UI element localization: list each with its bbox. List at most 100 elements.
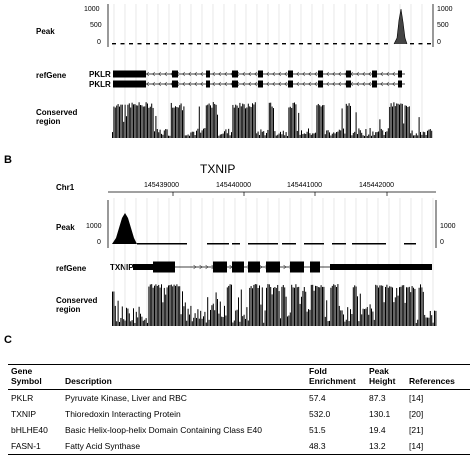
conservation-bar xyxy=(390,103,392,138)
peak-dash xyxy=(350,43,354,45)
panel-a-conserved-label: Conserved region xyxy=(36,108,78,127)
pklr-2-exon xyxy=(318,80,323,88)
txnip-exon xyxy=(310,261,320,273)
conservation-bar xyxy=(399,287,400,326)
pklr-1-exon xyxy=(288,70,293,78)
peak-bar xyxy=(232,243,240,245)
conservation-bar xyxy=(173,284,175,326)
conservation-bar xyxy=(406,287,407,326)
conservation-bar xyxy=(305,291,307,326)
conservation-bar xyxy=(302,134,304,138)
conservation-bar xyxy=(182,110,183,138)
conservation-bar xyxy=(393,102,395,138)
conservation-bar xyxy=(271,106,273,138)
conservation-bar xyxy=(166,129,168,138)
conservation-bar xyxy=(429,310,431,326)
pklr-2-exon xyxy=(113,80,146,88)
conservation-bar xyxy=(173,107,175,138)
conservation-bar xyxy=(400,103,402,138)
peak-dash xyxy=(197,43,201,45)
reference: [14] xyxy=(409,392,424,403)
conservation-bar xyxy=(372,311,374,326)
conservation-bar xyxy=(306,311,308,326)
conservation-bar xyxy=(299,134,301,138)
conservation-bar xyxy=(425,135,427,138)
conservation-bar xyxy=(361,132,363,138)
header-references: References xyxy=(409,375,455,386)
conservation-bar xyxy=(330,135,332,138)
conservation-bar xyxy=(120,317,122,326)
conservation-bar xyxy=(372,131,374,138)
conservation-bar xyxy=(239,102,241,138)
conservation-bar xyxy=(222,133,224,138)
conservation-bar xyxy=(126,307,127,326)
conservation-bar xyxy=(306,131,308,138)
conservation-bar xyxy=(114,107,116,138)
conservation-bar xyxy=(200,132,202,138)
reference: [20] xyxy=(409,408,424,419)
strand-arrow xyxy=(308,81,312,87)
strand-arrow xyxy=(158,81,162,87)
panel-a-peak-label: Peak xyxy=(36,27,55,36)
conservation-bar xyxy=(358,128,360,138)
conservation-bar xyxy=(365,129,367,138)
conservation-bar xyxy=(375,284,377,326)
conservation-bar xyxy=(254,102,256,138)
conservation-bar xyxy=(294,102,295,138)
conservation-bar xyxy=(288,107,290,138)
conservation-bar xyxy=(375,132,377,138)
strand-arrow xyxy=(164,71,168,77)
peak-dash xyxy=(427,43,431,45)
conservation-bar xyxy=(282,285,284,326)
strand-arrow xyxy=(332,71,336,77)
strand-arrow xyxy=(146,81,150,87)
conservation-bar xyxy=(401,103,403,138)
conservation-bar xyxy=(186,320,188,326)
conservation-bar xyxy=(379,119,381,138)
gene-symbol: bHLHE40 xyxy=(11,424,48,435)
strand-arrow xyxy=(259,264,263,270)
conservation-bar xyxy=(236,105,238,138)
conservation-bar xyxy=(309,309,311,326)
conservation-bar xyxy=(231,284,232,326)
strand-arrow xyxy=(200,71,204,77)
conservation-bar xyxy=(289,106,291,138)
strand-arrow xyxy=(182,71,186,77)
panel-a-transcript-1-label: PKLR xyxy=(89,70,111,79)
conservation-bar xyxy=(151,103,153,138)
conservation-bar xyxy=(207,104,209,138)
conservation-bar xyxy=(218,313,220,326)
conservation-bar xyxy=(219,134,221,138)
conservation-bar xyxy=(373,319,375,326)
conservation-bar xyxy=(338,129,340,138)
conservation-bar xyxy=(149,284,151,326)
conservation-bar xyxy=(156,285,158,326)
peak-dash xyxy=(358,43,363,45)
conservation-bar xyxy=(376,132,378,138)
strand-arrow xyxy=(392,71,396,77)
conservation-bar xyxy=(396,287,398,326)
peak-dash xyxy=(171,43,176,45)
conservation-bar xyxy=(138,102,140,138)
conservation-bar xyxy=(249,106,251,138)
conservation-bar xyxy=(159,129,161,138)
strand-arrow xyxy=(302,81,306,87)
peak-dash xyxy=(333,43,337,45)
conservation-bar xyxy=(389,286,391,326)
pklr-1-exon xyxy=(346,70,351,78)
conservation-bar xyxy=(155,284,157,326)
conservation-bar xyxy=(211,107,213,138)
conservation-bar xyxy=(355,112,357,138)
strand-arrow xyxy=(326,81,330,87)
conservation-bar xyxy=(301,130,302,138)
conservation-bar xyxy=(288,315,290,326)
conservation-bar xyxy=(305,133,307,138)
conservation-bar xyxy=(435,310,437,326)
conservation-bar xyxy=(119,321,120,326)
strand-arrow xyxy=(296,81,300,87)
conservation-bar xyxy=(343,128,344,138)
conservation-bar xyxy=(280,131,281,138)
peak-dash xyxy=(214,43,218,45)
conservation-bar xyxy=(322,105,323,138)
